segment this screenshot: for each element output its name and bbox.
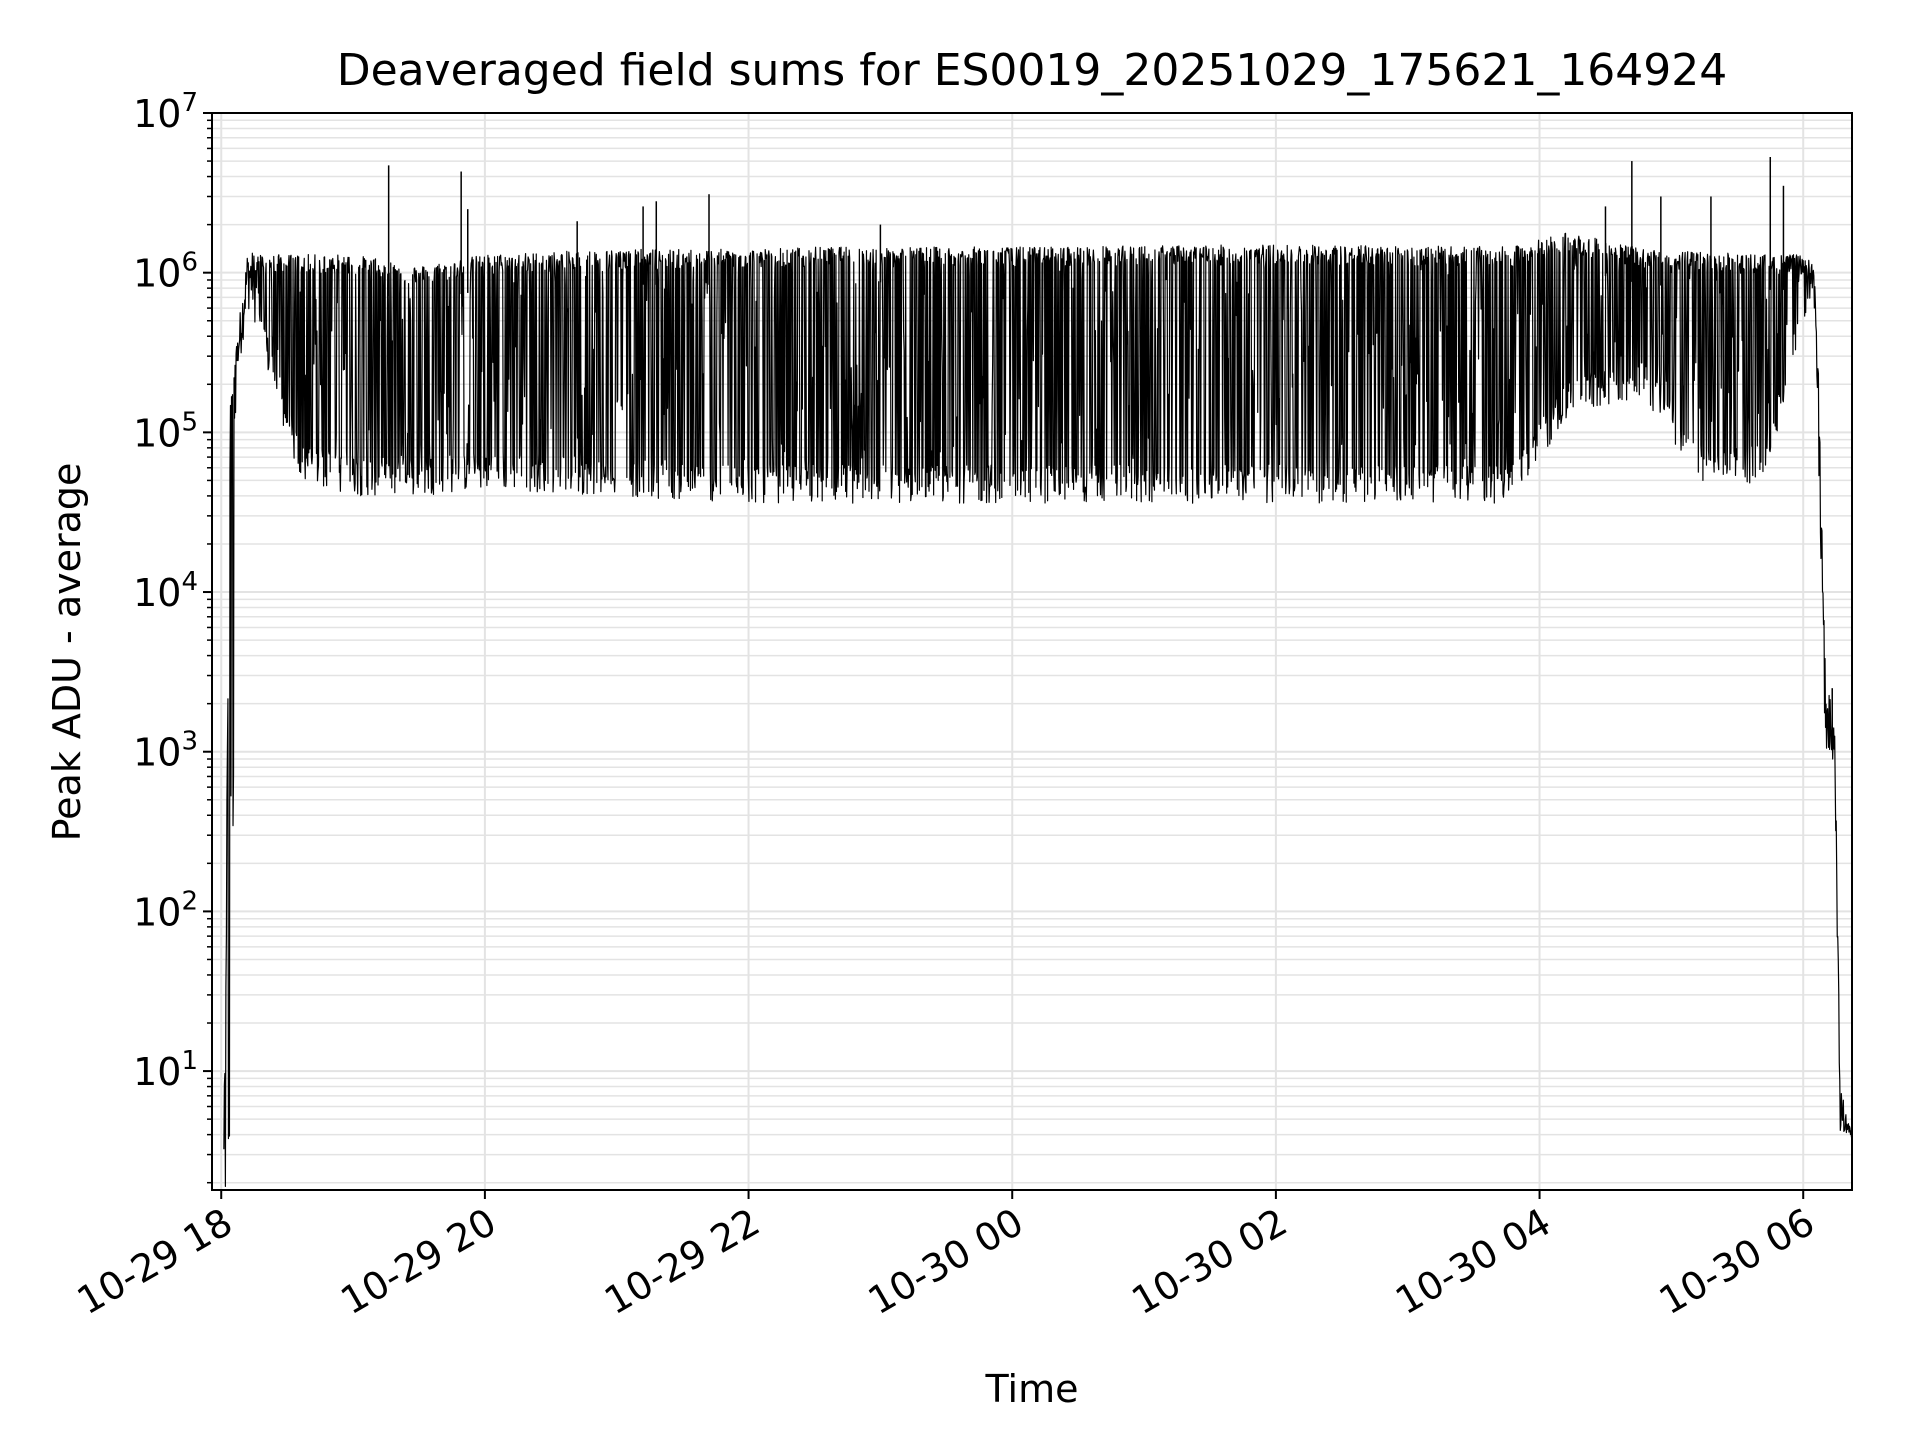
y-tick-label: 103 <box>133 727 198 775</box>
series-line <box>223 232 1853 1187</box>
y-axis-label: Peak ADU - average <box>45 463 89 842</box>
y-tick-label: 105 <box>133 407 198 455</box>
y-tick-label: 106 <box>133 248 198 296</box>
plot-frame <box>211 112 1853 1191</box>
grid-layer <box>212 112 1852 1190</box>
y-tick-label: 101 <box>133 1046 198 1094</box>
data-layer <box>223 157 1853 1187</box>
y-tick-label: 107 <box>133 88 198 136</box>
chart-title: Deaveraged field sums for ES0019_2025102… <box>337 45 1728 96</box>
y-tick-label: 102 <box>133 886 198 934</box>
y-tick-label: 104 <box>133 567 198 615</box>
x-axis-label: Time <box>985 1367 1079 1411</box>
